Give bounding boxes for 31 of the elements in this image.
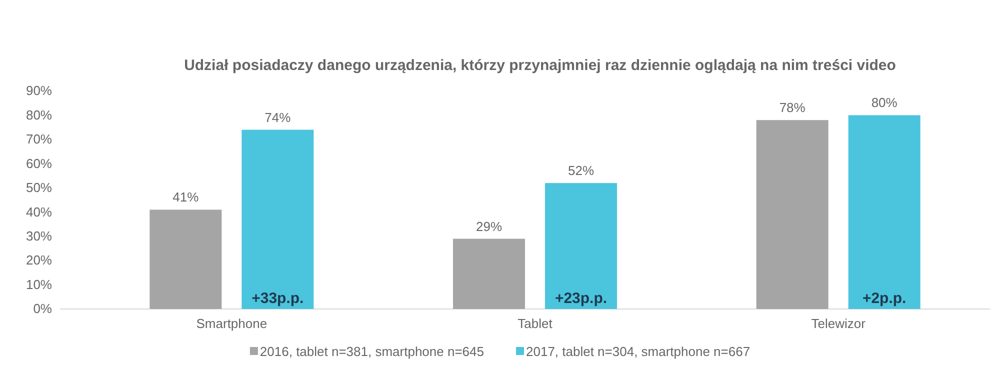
- data-label: 80%: [871, 95, 898, 110]
- bar: [242, 130, 314, 309]
- legend-label: 2017, tablet n=304, smartphone n=667: [526, 344, 750, 359]
- y-tick-label: 40%: [26, 204, 52, 220]
- bar: [453, 238, 525, 309]
- y-tick-label: 60%: [26, 156, 52, 171]
- annotation: +33p.p.: [252, 290, 304, 307]
- y-tick-label: 90%: [26, 83, 52, 98]
- y-tick-label: 10%: [26, 276, 52, 292]
- y-tick-label: 0%: [33, 301, 52, 316]
- y-tick-label: 50%: [26, 180, 52, 196]
- annotation: +23p.p.: [554, 290, 608, 307]
- annotation: +2p.p.: [862, 290, 906, 307]
- x-tick-label: Telewizor: [811, 316, 866, 332]
- data-label: 74%: [264, 110, 292, 125]
- chart-title: Udział posiadaczy danego urządzenia, którzy przynajmniej raz dziennie oglądają na nim treści video: [184, 57, 896, 74]
- y-tick-label: 20%: [26, 252, 52, 268]
- bar: [848, 115, 920, 309]
- legend-label: 2016, tablet n=381, smartphone n=645: [260, 344, 484, 359]
- y-tick-label: 30%: [26, 228, 52, 244]
- x-tick-label: Smartphone: [196, 316, 268, 332]
- bar: [150, 210, 222, 309]
- bar: [756, 120, 828, 309]
- y-tick-label: 70%: [26, 132, 52, 147]
- data-label: 52%: [568, 163, 594, 178]
- bar: [545, 183, 617, 309]
- data-label: 41%: [172, 190, 200, 205]
- y-tick-label: 80%: [26, 107, 52, 122]
- x-tick-label: Tablet: [518, 316, 553, 332]
- data-label: 29%: [476, 218, 502, 234]
- data-label: 78%: [779, 100, 806, 116]
